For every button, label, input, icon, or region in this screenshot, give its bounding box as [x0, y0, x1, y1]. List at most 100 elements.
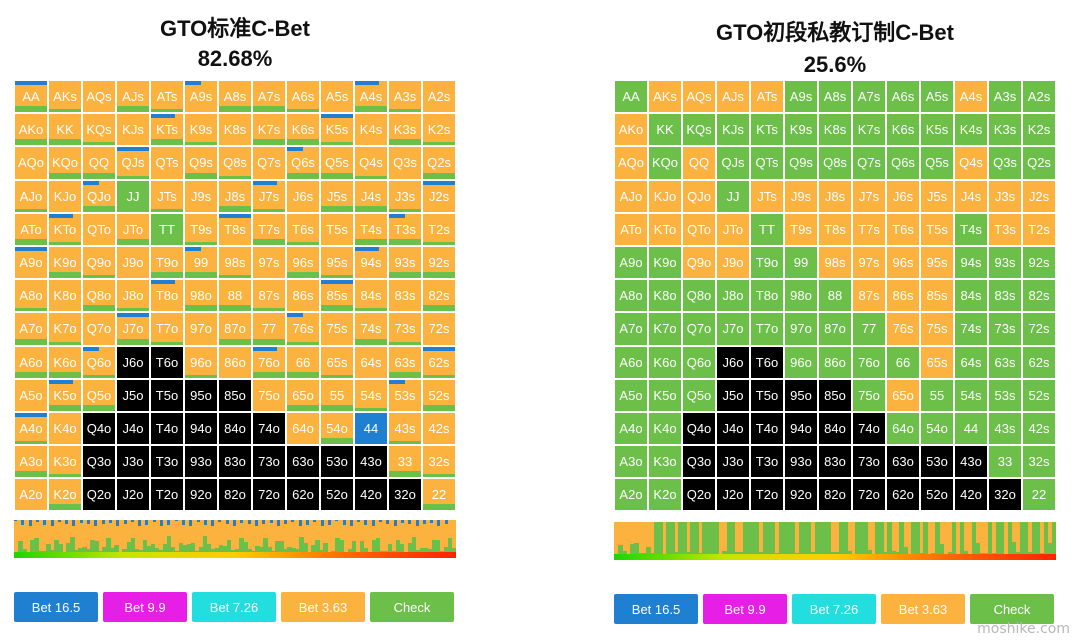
- hand-label: A9s: [189, 89, 213, 105]
- strip-blue-tick: [174, 520, 178, 522]
- hand-cell: 53o: [320, 445, 354, 479]
- hand-cell: Q5s: [920, 146, 954, 180]
- hand-label: J8s: [224, 188, 246, 204]
- strip-bar: [1043, 522, 1049, 554]
- strip-bar: [363, 548, 369, 552]
- hand-cell: K4s: [354, 113, 388, 147]
- hand-cell: 97o: [784, 312, 818, 346]
- hand-label: 72o: [858, 487, 880, 503]
- hand-label: A2s: [1027, 89, 1051, 105]
- hand-cell: 63s: [388, 345, 422, 379]
- hand-cell: J8o: [116, 279, 150, 313]
- hand-label: A9o: [19, 255, 43, 271]
- hand-label: 98o: [190, 288, 212, 304]
- hand-label: T3s: [394, 221, 416, 237]
- hand-cell: 42o: [954, 478, 988, 512]
- hand-label: 99: [193, 255, 209, 271]
- hand-label: Q3s: [393, 155, 417, 171]
- strip-bar: [923, 522, 928, 554]
- hand-label: 96o: [790, 354, 812, 370]
- strip-blue-tick: [444, 520, 448, 525]
- hand-cell: T4o: [750, 411, 784, 446]
- hand-cell: Q3o: [682, 445, 716, 479]
- hand-label: A3o: [19, 454, 43, 470]
- strip-bar: [1051, 522, 1056, 554]
- legend-bet-16-5: Bet 16.5: [614, 594, 698, 624]
- hand-cell: QJs: [116, 146, 150, 180]
- hand-cell: K9o: [648, 245, 682, 280]
- strip-bar: [271, 551, 276, 552]
- strip-bar: [879, 522, 884, 554]
- hand-label: J9o: [722, 255, 744, 271]
- hand-cell: Q7o: [82, 312, 116, 346]
- hand-cell: K8o: [648, 279, 682, 313]
- hand-label: AA: [622, 89, 640, 105]
- hand-cell: AA: [14, 80, 48, 114]
- strip-bar: [802, 522, 808, 554]
- hand-cell: QJs: [716, 146, 750, 180]
- hand-label: A8o: [19, 288, 43, 304]
- strip-bar: [790, 522, 796, 554]
- strip-bar: [138, 550, 144, 552]
- hand-label: T7s: [258, 221, 280, 237]
- hand-cell: 98s: [218, 245, 252, 280]
- hand-label: 94s: [960, 255, 982, 271]
- hand-label: J8s: [824, 188, 846, 204]
- hand-cell: 44: [954, 411, 988, 446]
- strip-bar: [826, 522, 832, 554]
- strip-blue-tick: [203, 520, 207, 525]
- hand-label: T7o: [755, 321, 779, 337]
- hand-label: JJ: [726, 188, 740, 204]
- strip-bar: [447, 537, 453, 552]
- hand-label: 73o: [858, 454, 880, 470]
- strip-bar: [778, 522, 784, 554]
- hand-label: KK: [56, 122, 74, 138]
- hand-cell: 96o: [784, 345, 818, 379]
- strip-bar: [883, 551, 888, 554]
- hand-label: 76o: [258, 354, 280, 370]
- strip-blue-tick: [349, 520, 353, 526]
- hand-label: 92o: [790, 487, 812, 503]
- strip-bar: [106, 537, 111, 552]
- hand-label: A5o: [619, 387, 643, 403]
- hand-label: 97o: [790, 321, 812, 337]
- hand-cell: 97o: [184, 312, 218, 346]
- hand-cell: 88: [818, 279, 852, 313]
- strip-bar: [54, 540, 59, 552]
- hand-cell: A2o: [14, 478, 48, 512]
- hand-label: K3o: [653, 454, 677, 470]
- hand-cell: ATo: [14, 212, 48, 246]
- hand-label: 75s: [926, 321, 948, 337]
- hand-label: 62o: [892, 487, 914, 503]
- hand-label: 84s: [960, 288, 982, 304]
- hand-label: 88: [227, 288, 243, 304]
- hand-cell: J8s: [818, 179, 852, 213]
- hand-label: T4s: [360, 221, 382, 237]
- hand-cell: 42s: [1022, 411, 1056, 446]
- strip-bar: [178, 543, 184, 552]
- hand-label: T8o: [755, 288, 779, 304]
- hand-label: JTo: [722, 221, 744, 237]
- hand-label: 97o: [190, 321, 212, 337]
- strip-bar: [202, 536, 208, 552]
- hand-label: KJs: [122, 122, 144, 138]
- hand-label: AQo: [17, 155, 44, 171]
- hand-label: Q5o: [686, 387, 712, 403]
- hand-cell: QTs: [750, 146, 784, 180]
- strip-bar: [359, 540, 365, 552]
- hand-cell: AQs: [82, 80, 116, 114]
- hand-cell: T6s: [886, 212, 920, 246]
- hand-cell: 52o: [320, 478, 354, 512]
- strip-blue-tick: [371, 520, 375, 526]
- hand-label: 86s: [892, 288, 914, 304]
- hand-label: T5s: [326, 221, 348, 237]
- strip-bar: [42, 551, 47, 552]
- hand-label: 97s: [258, 255, 280, 271]
- strip-bar: [295, 549, 300, 552]
- hand-label: 96s: [892, 255, 914, 271]
- hand-cell: Q6s: [886, 146, 920, 180]
- legend-bet-7-26: Bet 7.26: [792, 594, 876, 624]
- hand-label: K7s: [857, 122, 881, 138]
- strip-bar: [247, 548, 252, 552]
- hand-cell: J9o: [116, 245, 150, 280]
